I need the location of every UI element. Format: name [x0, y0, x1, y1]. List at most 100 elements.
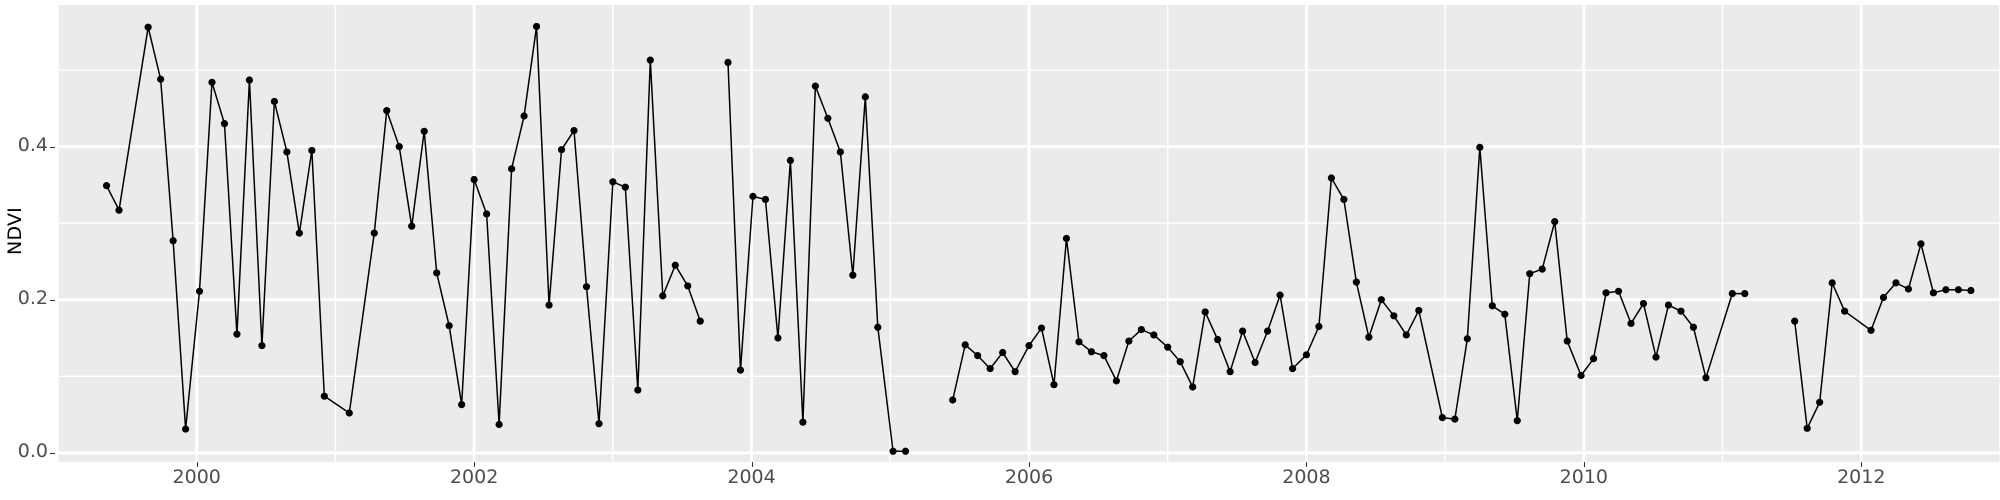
data-point — [245, 76, 254, 84]
data-point — [1551, 218, 1559, 226]
data-point — [445, 322, 453, 330]
data-point — [1377, 296, 1385, 304]
data-point — [1702, 374, 1710, 382]
data-point — [1803, 424, 1811, 432]
data-point — [999, 348, 1007, 357]
x-tick-mark — [474, 462, 476, 467]
x-tick-mark — [1861, 462, 1863, 467]
data-point — [1513, 417, 1521, 425]
data-point — [508, 165, 516, 173]
data-point — [258, 342, 266, 350]
data-point — [1025, 342, 1033, 350]
series-segment — [727, 61, 907, 453]
data-point — [1100, 352, 1108, 360]
x-tick-label: 2002 — [449, 466, 499, 488]
data-point — [1415, 306, 1423, 315]
data-point — [1689, 323, 1698, 331]
y-tick-label: 0.2 — [17, 286, 48, 309]
data-point — [1488, 302, 1496, 310]
x-tick-mark — [1306, 462, 1308, 467]
y-tick-mark — [50, 146, 55, 148]
data-point — [1664, 301, 1673, 309]
data-point — [283, 148, 291, 156]
data-point — [520, 112, 528, 120]
y-tick-mark — [50, 452, 55, 454]
data-point — [1075, 338, 1083, 346]
data-point — [799, 418, 807, 426]
data-point — [483, 210, 491, 218]
x-tick-mark — [1583, 462, 1585, 467]
x-tick-mark — [751, 462, 753, 467]
data-point — [1150, 331, 1158, 339]
data-point — [1263, 327, 1272, 335]
data-point — [157, 75, 165, 83]
data-point — [1438, 414, 1446, 422]
data-point — [974, 352, 982, 360]
data-point — [1741, 289, 1749, 298]
data-point — [220, 120, 229, 128]
data-point — [1942, 286, 1950, 294]
data-point — [345, 409, 353, 417]
data-point — [1062, 234, 1071, 243]
y-tick-mark — [50, 299, 55, 301]
data-point — [182, 425, 190, 433]
x-tick-label: 2010 — [1559, 466, 1609, 488]
data-point — [684, 282, 692, 290]
data-point — [1365, 333, 1373, 341]
data-point — [1816, 398, 1824, 406]
data-point — [495, 420, 503, 429]
data-point — [849, 271, 857, 279]
data-point — [786, 156, 795, 164]
data-point — [1652, 353, 1660, 361]
ndvi-series-points — [102, 22, 1975, 455]
data-point — [874, 323, 882, 331]
data-point — [1112, 377, 1120, 385]
data-point — [621, 183, 629, 191]
data-point — [1501, 310, 1509, 318]
data-point — [1476, 143, 1484, 151]
y-tick-label: 0.0 — [17, 439, 48, 462]
data-point — [1226, 368, 1234, 376]
data-point — [1239, 327, 1247, 335]
data-point — [774, 334, 782, 342]
data-point — [696, 317, 704, 325]
data-point — [1589, 355, 1598, 363]
data-point — [1201, 308, 1209, 316]
data-point — [1563, 337, 1571, 345]
data-point — [1037, 324, 1046, 332]
y-axis-title-label: NDVI — [4, 207, 27, 255]
data-point — [1917, 240, 1925, 248]
data-point — [1011, 368, 1019, 376]
data-point — [582, 283, 591, 291]
x-tick-mark — [196, 462, 198, 467]
data-point — [1463, 335, 1471, 343]
data-point — [1189, 383, 1197, 391]
data-point — [1904, 285, 1913, 293]
data-point — [646, 56, 654, 64]
data-point — [824, 114, 832, 122]
data-point — [1677, 307, 1685, 315]
data-point — [1879, 293, 1888, 302]
data-point — [1214, 335, 1222, 344]
data-point — [1340, 195, 1348, 204]
data-point — [1892, 279, 1900, 287]
data-point — [370, 229, 378, 237]
data-point — [320, 392, 328, 400]
data-point — [595, 420, 603, 428]
x-tick-label: 2004 — [727, 466, 776, 488]
data-point — [949, 396, 957, 404]
data-point — [1602, 289, 1610, 297]
data-point — [671, 261, 679, 269]
data-point — [295, 229, 303, 237]
data-point — [1967, 286, 1975, 295]
data-point — [532, 22, 541, 31]
data-point — [736, 366, 745, 374]
data-point — [570, 126, 578, 135]
data-point — [1402, 331, 1410, 339]
data-point — [1327, 174, 1335, 182]
data-point — [1125, 337, 1133, 345]
data-point — [270, 97, 278, 106]
data-point — [761, 195, 770, 204]
data-point — [1087, 348, 1096, 356]
data-point — [557, 146, 566, 154]
